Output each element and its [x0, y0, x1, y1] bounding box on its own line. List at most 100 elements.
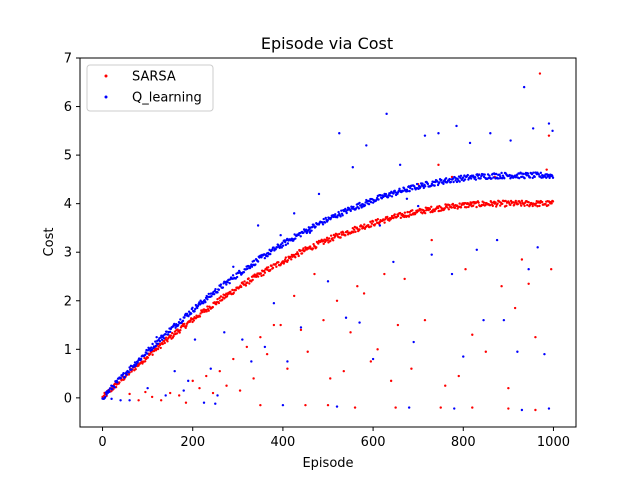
data-point [151, 342, 154, 346]
data-point [286, 259, 290, 262]
data-point [214, 303, 218, 306]
data-point [532, 171, 535, 174]
data-point [292, 294, 296, 298]
data-point [221, 286, 225, 289]
data-point [509, 139, 512, 142]
data-point [393, 213, 396, 216]
data-point [202, 302, 205, 305]
data-point [303, 249, 306, 252]
data-point [125, 373, 129, 376]
data-point [442, 182, 445, 186]
data-point [376, 217, 380, 221]
data-point [513, 306, 517, 310]
data-point [260, 256, 263, 259]
data-point [474, 178, 478, 181]
data-point [335, 299, 339, 302]
data-point [175, 323, 178, 326]
data-point [423, 185, 427, 188]
data-point [407, 185, 411, 188]
data-point [383, 221, 386, 224]
y-axis: 0 1 2 3 4 5 6 7 [64, 52, 80, 406]
data-point [495, 238, 499, 242]
data-point [550, 202, 553, 205]
y-tick-label: 4 [64, 197, 72, 212]
data-point [488, 174, 491, 177]
data-point [250, 360, 253, 363]
data-point [528, 176, 532, 179]
data-point [536, 205, 539, 208]
data-point [503, 177, 506, 180]
data-point [266, 255, 269, 258]
data-point [214, 402, 217, 405]
data-point [182, 389, 185, 392]
data-point [193, 310, 196, 313]
data-point [547, 204, 550, 207]
data-point [377, 198, 380, 201]
data-point [146, 356, 150, 359]
data-point [527, 282, 530, 285]
y-tick-label: 5 [64, 149, 72, 164]
data-point [193, 338, 197, 341]
data-point [151, 353, 154, 356]
data-point [534, 204, 537, 207]
data-point [484, 203, 487, 207]
data-point [448, 203, 451, 207]
data-point [201, 310, 204, 314]
y-tick-label: 1 [64, 343, 72, 358]
data-point [304, 228, 308, 231]
data-point [370, 222, 373, 225]
data-point [217, 288, 221, 291]
data-point [280, 246, 283, 249]
data-point [465, 206, 468, 209]
data-point [263, 345, 267, 349]
data-point [415, 182, 419, 186]
data-point [492, 176, 495, 179]
data-point [538, 72, 542, 75]
data-point [461, 176, 465, 179]
data-point [326, 280, 330, 283]
data-point [548, 176, 551, 180]
data-point [279, 243, 283, 246]
data-points [101, 72, 555, 412]
data-point [260, 274, 263, 278]
data-point [250, 280, 253, 283]
data-point [358, 321, 361, 324]
data-point [302, 247, 305, 250]
data-point [373, 223, 377, 226]
data-point [178, 394, 181, 397]
data-point [365, 144, 368, 147]
data-point [252, 377, 255, 380]
data-point [286, 367, 289, 370]
data-point [454, 179, 457, 182]
data-point [299, 249, 302, 252]
data-point [146, 386, 149, 390]
data-point [272, 301, 276, 305]
data-point [308, 231, 312, 234]
data-point [450, 175, 454, 179]
data-point [544, 202, 547, 206]
data-point [214, 288, 217, 291]
data-point [294, 237, 297, 240]
data-point [389, 379, 393, 383]
data-point [154, 344, 158, 348]
data-point [371, 220, 375, 223]
x-tick-label: 600 [361, 435, 386, 450]
legend-marker [104, 74, 108, 78]
data-point [144, 390, 147, 394]
data-point [337, 210, 340, 214]
data-point [130, 368, 133, 371]
data-point [351, 226, 354, 230]
data-point [231, 274, 235, 277]
data-point [286, 242, 290, 245]
data-point [430, 238, 433, 242]
data-point [551, 200, 555, 203]
data-point [162, 337, 166, 340]
data-point [484, 350, 488, 353]
data-point [272, 246, 275, 249]
data-point [209, 367, 212, 370]
data-point [436, 180, 439, 183]
data-point [396, 214, 400, 218]
data-point [534, 335, 537, 339]
data-point [127, 373, 131, 376]
data-point [108, 390, 111, 394]
